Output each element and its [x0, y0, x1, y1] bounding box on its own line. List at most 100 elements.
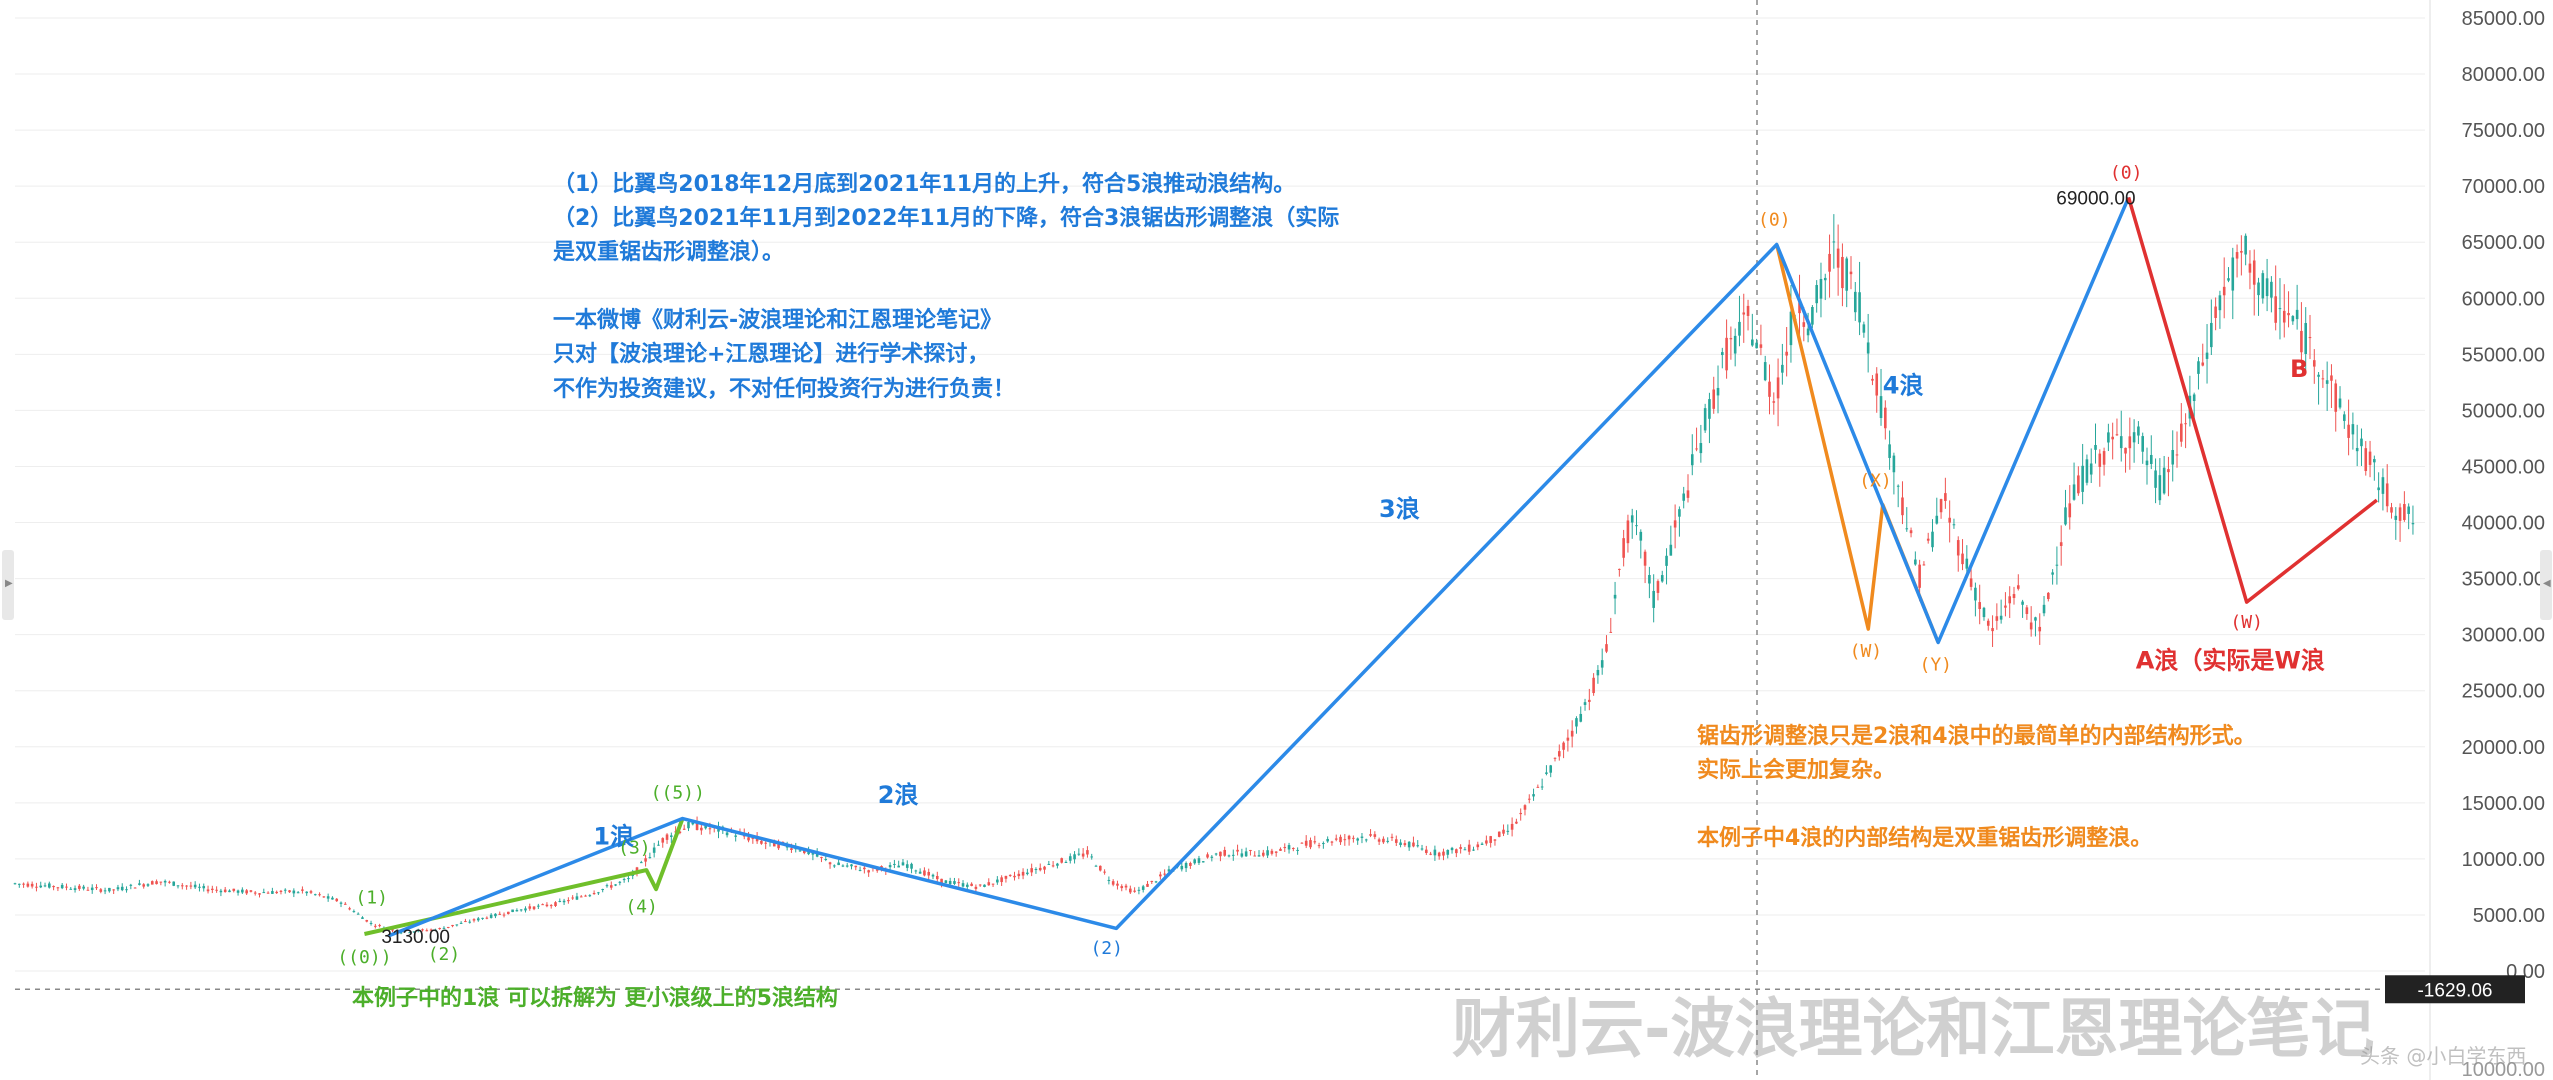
candle-body: [815, 853, 819, 857]
candle-body: [1991, 628, 1994, 632]
candle-body: [1184, 863, 1188, 869]
candle-body: [875, 869, 879, 871]
candle-body: [1798, 302, 1801, 314]
candle-body: [1948, 517, 1951, 523]
candle-body: [1639, 531, 1643, 541]
analysis-note-blue: （1）比翼鸟2018年12月底到2021年11月的上升，符合5浪推动浪结构。 （…: [553, 172, 1340, 402]
candle-body: [189, 885, 193, 887]
candle-body: [751, 837, 755, 839]
candle-body: [1965, 558, 1969, 569]
candle-body: [245, 890, 248, 894]
candle-body: [1236, 849, 1239, 852]
candle-body: [507, 911, 510, 915]
candle-body: [1536, 786, 1540, 788]
candle-body: [446, 926, 450, 928]
left-panel-toggle[interactable]: ▶: [2, 550, 14, 620]
candle-body: [1926, 538, 1930, 541]
candle-body: [1407, 841, 1411, 848]
candle-body: [2287, 313, 2290, 316]
candle-body: [2055, 564, 2059, 566]
candle-body: [2021, 601, 2024, 605]
candle-body: [2347, 424, 2350, 438]
candle-body: [1879, 396, 1883, 418]
candle-body: [249, 890, 253, 892]
wave-point-label: (W): [2230, 612, 2263, 633]
candle-body: [850, 864, 853, 867]
candle-body: [481, 917, 484, 919]
candle-body: [296, 892, 300, 894]
candle-body: [1630, 515, 1634, 523]
candle-body: [60, 884, 64, 889]
candle-body: [1206, 854, 1209, 858]
candle-body: [1197, 858, 1201, 863]
candle-body: [1665, 555, 1668, 566]
candle-body: [1034, 869, 1038, 871]
candle-body: [95, 887, 98, 889]
candle-body: [1433, 849, 1437, 856]
candle-body: [331, 897, 334, 900]
candle-body: [760, 840, 763, 844]
candle-body: [1253, 855, 1257, 857]
candle-body: [2300, 330, 2303, 353]
candle-body: [1918, 564, 1921, 588]
candle-body: [1553, 757, 1557, 759]
candle-body: [644, 858, 647, 862]
candle-body: [1485, 840, 1488, 844]
candle-body: [138, 883, 141, 885]
candle-body: [1347, 835, 1351, 840]
candle-body: [1150, 880, 1154, 882]
candle-body: [1776, 377, 1780, 399]
right-panel-toggle[interactable]: ◀: [2540, 550, 2552, 620]
candle-body: [1588, 699, 1591, 702]
candle-body: [163, 880, 167, 883]
candle-body: [108, 887, 111, 892]
candle-body: [2119, 436, 2123, 449]
candle-body: [824, 858, 828, 860]
candle-body: [1909, 530, 1913, 534]
candle-body: [2411, 523, 2415, 525]
price-annotation: 3130.00: [381, 927, 450, 948]
candle-body: [1935, 515, 1939, 524]
candle-body: [1467, 844, 1471, 852]
candle-body: [356, 913, 360, 915]
candle-body: [1180, 865, 1184, 870]
candle-body: [1429, 853, 1432, 855]
candle-body: [232, 888, 236, 891]
candle-body: [206, 889, 210, 892]
y-tick-label: 60000.00: [2462, 288, 2545, 310]
candle-body: [1257, 855, 1261, 857]
candle-body: [125, 889, 128, 891]
candle-body: [695, 822, 699, 830]
y-tick-label: 30000.00: [2462, 625, 2545, 647]
candle-body: [2141, 436, 2144, 452]
candle-body: [584, 895, 587, 897]
candle-body: [1746, 305, 1750, 316]
candle-body: [86, 889, 90, 891]
y-tick-label: 80000.00: [2462, 64, 2545, 86]
wave-point-label: (0): [1758, 209, 1791, 230]
candle-body: [532, 906, 536, 910]
candle-body: [1081, 853, 1085, 857]
candle-body: [2111, 436, 2114, 440]
candle-body: [2197, 361, 2200, 374]
candle-body: [1952, 524, 1956, 526]
candle-body: [597, 892, 600, 894]
candle-body: [2154, 470, 2157, 488]
candle-body: [541, 904, 544, 906]
candle-body: [747, 837, 750, 841]
wave-label: B: [2290, 355, 2308, 383]
candle-body: [1403, 843, 1407, 846]
candle-body: [2308, 337, 2312, 339]
candle-body: [1292, 847, 1295, 849]
candle-body: [777, 842, 780, 849]
candle-body: [1841, 256, 1844, 289]
candle-body: [803, 849, 806, 854]
candle-body: [339, 902, 343, 904]
candle-body: [159, 881, 163, 883]
candle-body: [1425, 849, 1428, 853]
candle-body: [228, 890, 231, 893]
candle-body: [2059, 542, 2063, 546]
candle-body: [2128, 436, 2132, 449]
candle-body: [275, 891, 278, 894]
candle-body: [2214, 306, 2217, 318]
